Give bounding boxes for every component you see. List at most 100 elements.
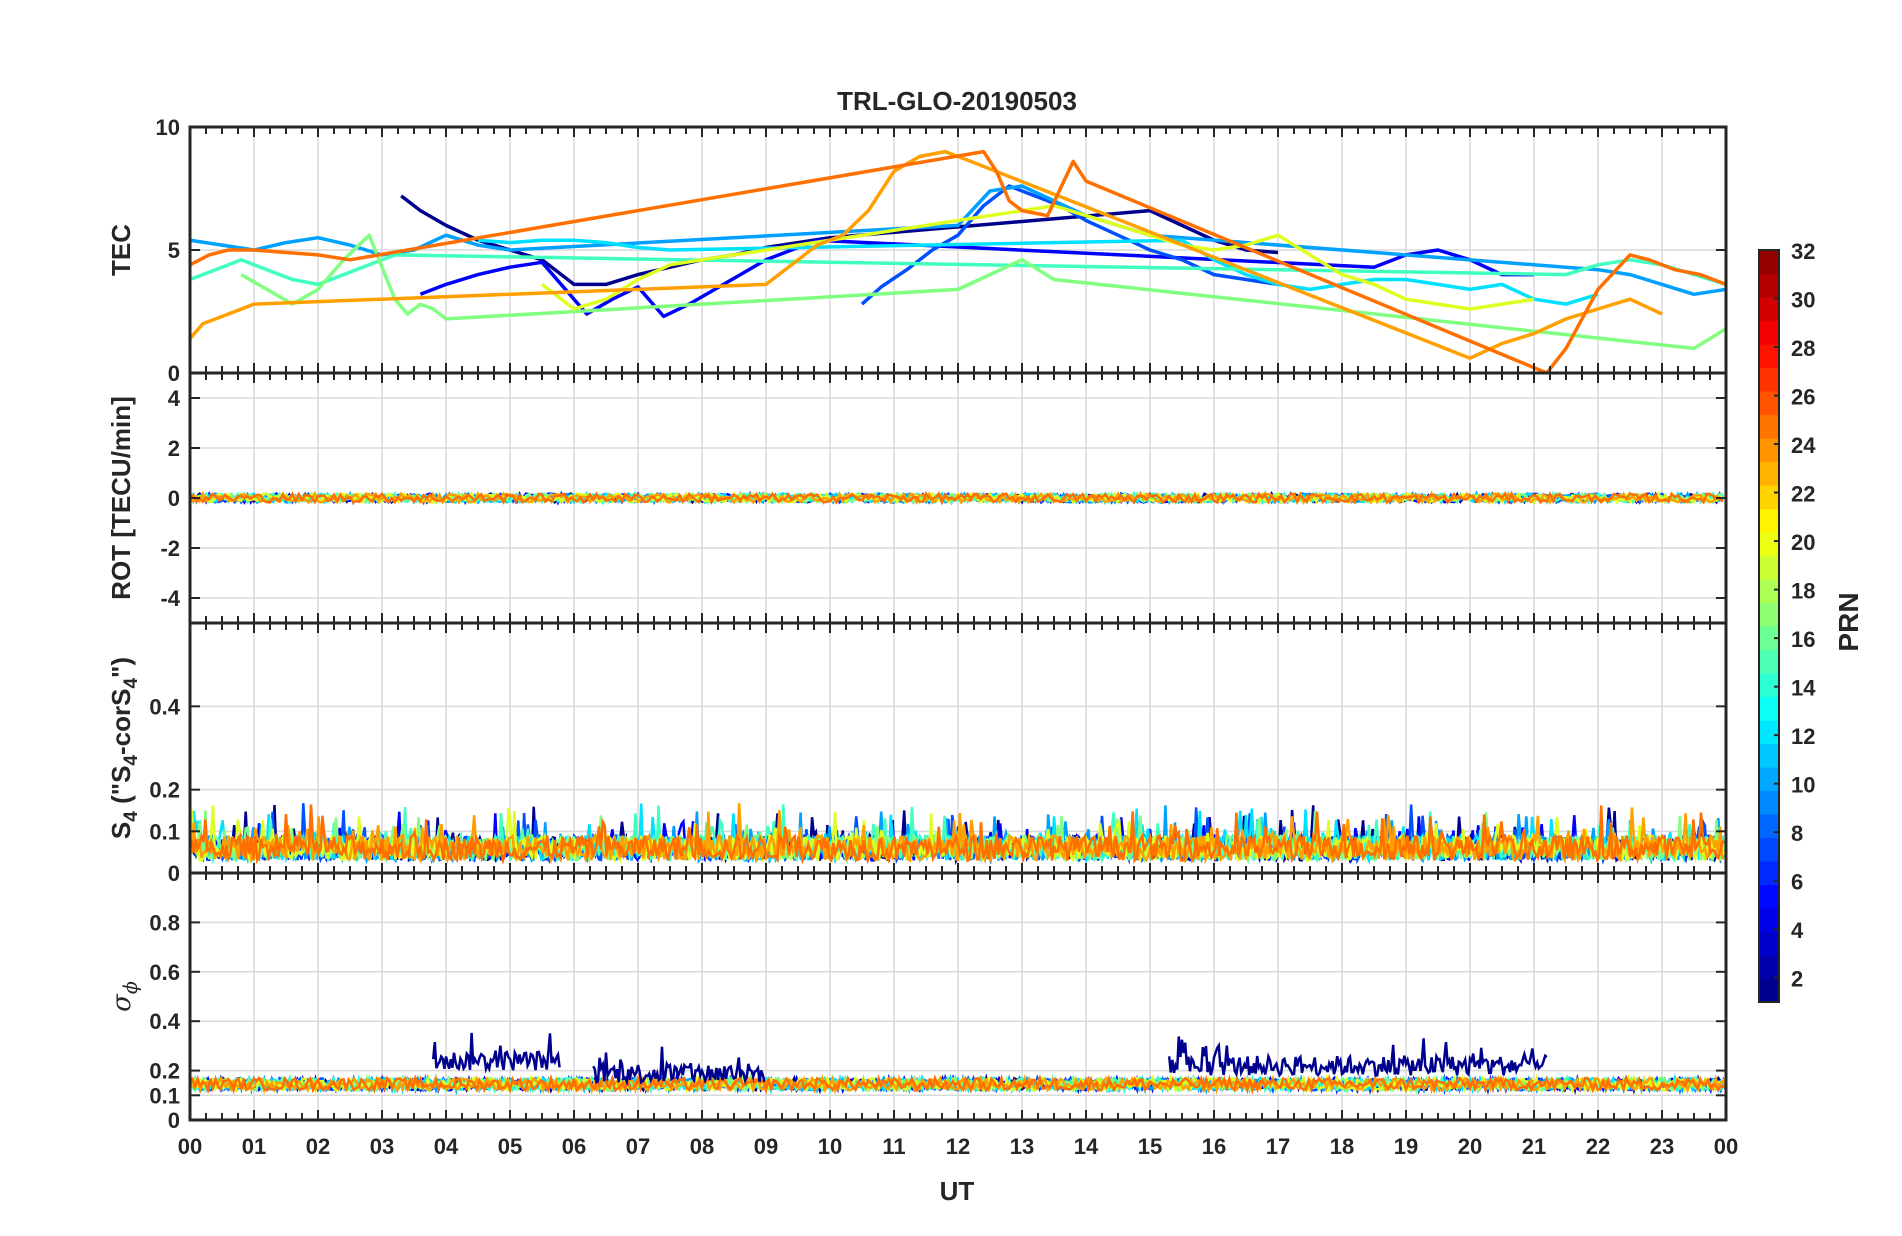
colorbar-segment xyxy=(1759,837,1779,862)
tec-series-prn-19 xyxy=(540,203,1535,311)
tec-series-prn-10 xyxy=(190,184,1726,297)
x-minor-ticks xyxy=(205,873,1711,1120)
x-tick-label: 02 xyxy=(306,1134,330,1159)
colorbar-tick-label: 22 xyxy=(1791,482,1815,507)
sigma-burst-2 xyxy=(1167,1036,1548,1078)
colorbar-segment xyxy=(1759,884,1779,909)
x-tick-label: 12 xyxy=(946,1134,970,1159)
colorbar-tick-label: 12 xyxy=(1791,724,1815,749)
colorbar-segment xyxy=(1759,250,1779,275)
y-tick-label: 0 xyxy=(168,486,180,511)
x-tick-label: 19 xyxy=(1394,1134,1418,1159)
x-tick-label: 22 xyxy=(1586,1134,1610,1159)
colorbar-segment xyxy=(1759,297,1779,322)
s4-series-9 xyxy=(190,804,1725,865)
colorbar-label: PRN xyxy=(1833,592,1864,651)
y-tick-label: 0.1 xyxy=(149,1083,180,1108)
x-tick-label: 23 xyxy=(1650,1134,1674,1159)
colorbar-segment xyxy=(1759,908,1779,933)
y-tick-label: 0.1 xyxy=(149,819,180,844)
colorbar-tick-label: 24 xyxy=(1791,433,1816,458)
y-tick-label: 0.8 xyxy=(149,910,180,935)
y-axis-label-s4: S4 ("S4-corS4") xyxy=(106,657,142,839)
colorbar-segment xyxy=(1759,673,1779,698)
x-tick-label: 06 xyxy=(562,1134,586,1159)
colorbar-tick-label: 20 xyxy=(1791,530,1815,555)
y-tick-label: 4 xyxy=(168,386,181,411)
x-tick-label: 07 xyxy=(626,1134,650,1159)
grid xyxy=(190,127,1726,373)
colorbar-tick-label: 32 xyxy=(1791,239,1815,264)
panel-rot: -4 -2 0 2 4 ROT [TECU/min] xyxy=(106,371,1728,625)
colorbar-segment xyxy=(1759,814,1779,839)
y-tick-label: 0.6 xyxy=(149,960,180,985)
y-tick-label: 0 xyxy=(168,1108,180,1133)
x-tick-label: 00 xyxy=(1714,1134,1738,1159)
colorbar-tick-label: 4 xyxy=(1791,918,1804,943)
s4-series-8 xyxy=(190,803,1725,865)
x-tick-label: 17 xyxy=(1266,1134,1290,1159)
colorbar-segment xyxy=(1759,391,1779,416)
colorbar-segment xyxy=(1759,696,1779,721)
x-tick-label: 01 xyxy=(242,1134,266,1159)
chart-title: TRL-GLO-20190503 xyxy=(837,86,1077,116)
colorbar-segment xyxy=(1759,532,1779,557)
colorbar-tick-label: 16 xyxy=(1791,627,1815,652)
colorbar-segment xyxy=(1759,367,1779,392)
x-tick-label: 13 xyxy=(1010,1134,1034,1159)
colorbar-segment xyxy=(1759,720,1779,745)
colorbar-segment xyxy=(1759,743,1779,768)
x-tick-label: 15 xyxy=(1138,1134,1162,1159)
colorbar-segment xyxy=(1759,555,1779,580)
colorbar-tick-label: 28 xyxy=(1791,336,1815,361)
panel-s4: 0 0.1 0.2 0.4 S4 ("S4-corS4") xyxy=(106,621,1728,886)
x-tick-label: 11 xyxy=(882,1134,905,1159)
y-axis-label-rot: ROT [TECU/min] xyxy=(106,396,136,600)
colorbar-segment xyxy=(1759,320,1779,345)
sigma-series-9 xyxy=(190,1073,1726,1095)
x-axis-label: UT xyxy=(940,1176,975,1206)
colorbar-tick-label: 6 xyxy=(1791,870,1803,895)
y-axis-label-tec: TEC xyxy=(106,224,136,276)
grid xyxy=(190,623,1726,873)
colorbar-segment xyxy=(1759,461,1779,486)
x-tick-label: 21 xyxy=(1522,1134,1546,1159)
y-tick-label: 0.4 xyxy=(149,694,180,719)
y-tick-label: -4 xyxy=(160,586,180,611)
rot-series-9 xyxy=(190,490,1724,506)
colorbar-segment xyxy=(1759,649,1779,674)
colorbar-tick-label: 2 xyxy=(1791,967,1803,992)
colorbar-segment xyxy=(1759,767,1779,792)
colorbar-segment xyxy=(1759,861,1779,886)
y-tick-label: 2 xyxy=(168,436,180,461)
panel-sigma: 00.10.2 0.4 0.6 0.8 σϕ xyxy=(107,871,1728,1133)
plot-area xyxy=(190,149,1726,373)
tec-series-prn-13 xyxy=(477,238,1599,306)
colorbar-segment xyxy=(1759,438,1779,463)
x-tick-label: 03 xyxy=(370,1134,394,1159)
colorbar-tick-label: 18 xyxy=(1791,579,1815,604)
colorbar-segment xyxy=(1759,602,1779,627)
colorbar-frame xyxy=(1758,249,1780,1003)
colorbar-segment xyxy=(1759,955,1779,980)
x-tick-label: 08 xyxy=(690,1134,714,1159)
colorbar-segment xyxy=(1759,344,1779,369)
y-tick-label: 0 xyxy=(168,861,180,886)
tec-series-prn-4 xyxy=(419,238,1534,319)
x-tick-label: 14 xyxy=(1074,1134,1099,1159)
x-tick-label: 10 xyxy=(818,1134,842,1159)
x-tick-label: 20 xyxy=(1458,1134,1482,1159)
y-axis-label-sigma: σϕ xyxy=(107,981,142,1012)
y-tick-label: 0.2 xyxy=(149,778,180,803)
y-tick-label: 0.4 xyxy=(149,1009,180,1034)
colorbar-segment xyxy=(1759,273,1779,298)
colorbar-segment xyxy=(1759,978,1779,1003)
colorbar-segment xyxy=(1759,414,1779,439)
sigma-burst-1 xyxy=(592,1046,766,1087)
colorbar-tick-label: 14 xyxy=(1791,676,1816,701)
colorbar-segment xyxy=(1759,579,1779,604)
x-tick-label: 18 xyxy=(1330,1134,1354,1159)
